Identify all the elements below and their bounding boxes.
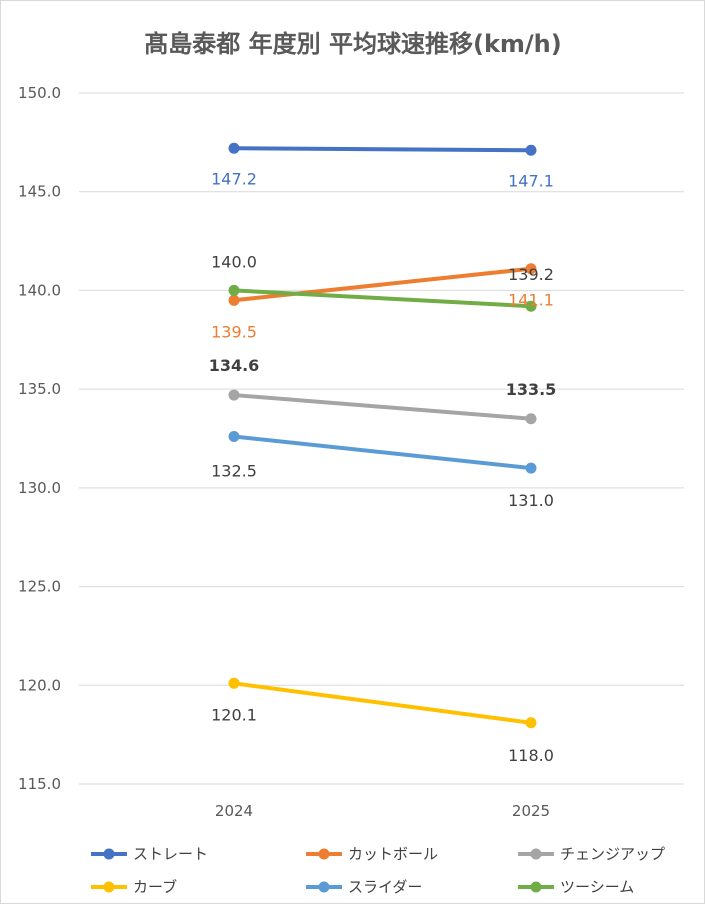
series-line: [232, 266, 533, 303]
series-line: [232, 288, 533, 309]
data-label: 147.2: [211, 169, 257, 188]
legend-label: スライダー: [348, 878, 422, 896]
data-point: [228, 284, 240, 296]
gridlines: [79, 92, 684, 785]
y-tick-label: 130.0: [18, 479, 61, 497]
legend-item: カーブ: [91, 878, 177, 896]
legend-item: スライダー: [306, 878, 422, 896]
data-label: 147.1: [508, 171, 554, 190]
legend-label: ツーシーム: [560, 878, 634, 896]
data-label: 133.5: [506, 380, 557, 399]
data-point: [228, 294, 240, 306]
legend-marker: [318, 848, 330, 860]
data-label: 141.1: [508, 291, 554, 310]
data-point: [525, 462, 537, 474]
data-point: [228, 142, 240, 154]
data-label: 132.5: [211, 462, 257, 481]
legend-marker: [530, 848, 542, 860]
legend-label: カーブ: [133, 878, 177, 896]
data-labels: 147.2 147.1 139.5 141.1 134.6 133.5 120.1 118.0…: [209, 169, 557, 765]
series-line: [232, 393, 533, 421]
data-point: [228, 431, 240, 443]
data-point: [228, 389, 240, 401]
legend-item: カットボール: [306, 845, 438, 863]
y-tick-label: 135.0: [18, 380, 61, 398]
legend-item: ストレート: [91, 845, 208, 863]
y-tick-label: 150.0: [18, 84, 61, 102]
series-line: [232, 681, 533, 725]
data-label: 120.1: [211, 705, 257, 724]
x-tick-label: 2025: [512, 802, 550, 820]
legend-marker: [530, 881, 542, 893]
y-tick-label: 120.0: [18, 676, 61, 694]
data-point: [525, 300, 537, 312]
data-point: [525, 263, 537, 275]
legend-label: カットボール: [348, 845, 438, 863]
chart-title: 髙島泰都 年度別 平均球速推移(km/h): [144, 30, 561, 58]
data-label: 131.0: [508, 491, 554, 510]
series-line: [232, 434, 533, 471]
y-tick-label: 115.0: [18, 775, 61, 793]
data-point: [525, 144, 537, 156]
y-tick-label: 140.0: [18, 281, 61, 299]
legend-marker: [103, 848, 115, 860]
data-label: 134.6: [209, 356, 260, 375]
data-label: 118.0: [508, 746, 554, 765]
data-label: 140.0: [211, 252, 257, 271]
legend-label: ストレート: [133, 845, 208, 863]
x-axis: 2024 2025: [215, 802, 550, 820]
series-group: [228, 142, 537, 729]
x-tick-label: 2024: [215, 802, 253, 820]
legend-marker: [318, 881, 330, 893]
data-point: [525, 717, 537, 729]
data-point: [525, 413, 537, 425]
series-line: [232, 146, 533, 153]
y-tick-label: 125.0: [18, 578, 61, 596]
data-label: 139.2: [508, 265, 554, 284]
legend-marker: [103, 881, 115, 893]
y-tick-label: 145.0: [18, 183, 61, 201]
data-label: 139.5: [211, 322, 257, 341]
y-axis: 115.0 120.0 125.0 130.0 135.0 140.0 145.0 150.0: [18, 84, 61, 793]
legend-item: ツーシーム: [518, 878, 634, 896]
legend-item: チェンジアップ: [518, 845, 665, 863]
legend-label: チェンジアップ: [560, 845, 665, 863]
data-point: [228, 677, 240, 689]
